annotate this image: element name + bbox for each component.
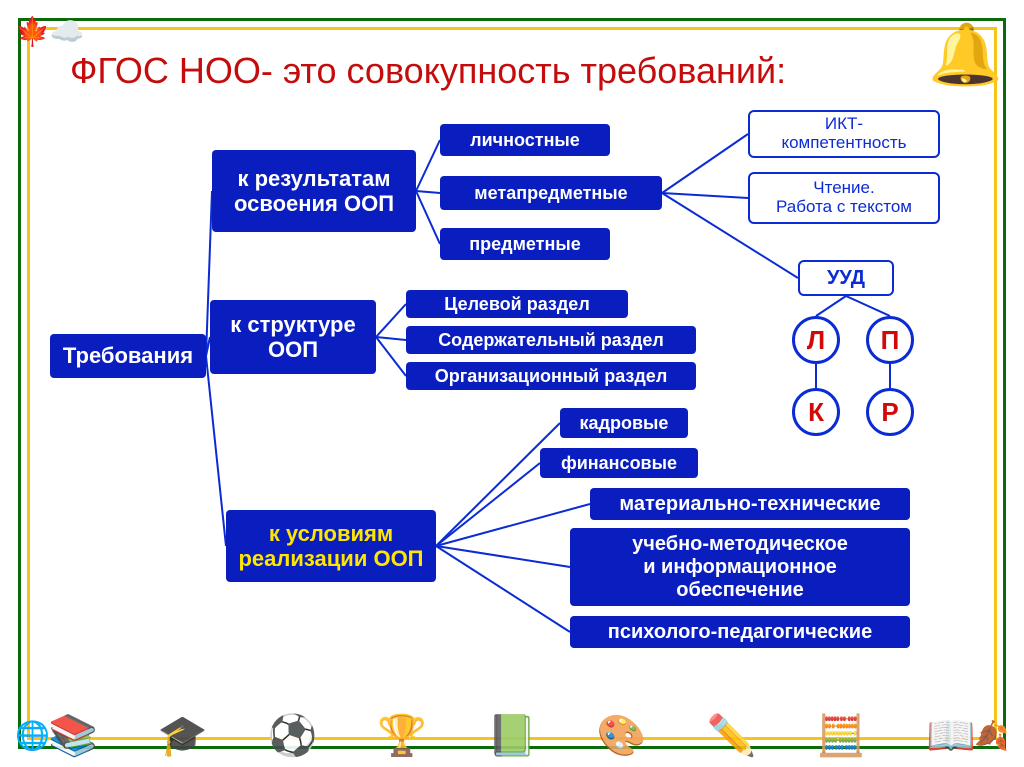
circle-r: Р [866, 388, 914, 436]
node-label: УУД [827, 267, 865, 289]
circle-p: П [866, 316, 914, 364]
node-personal: личностные [440, 124, 610, 156]
node-content-section: Содержательный раздел [406, 326, 696, 354]
node-label: Содержательный раздел [438, 330, 664, 351]
node-label: Организационный раздел [435, 366, 668, 387]
node-label: к условиямреализации ООП [238, 521, 423, 572]
node-label: материально-технические [619, 493, 880, 516]
node-ikt: ИКТ-компетентность [748, 110, 940, 158]
node-label: предметные [469, 234, 580, 255]
node-financial: финансовые [540, 448, 698, 478]
node-material: материально-технические [590, 488, 910, 520]
node-label: ИКТ-компетентность [781, 115, 906, 152]
circle-k: К [792, 388, 840, 436]
diagram-canvas: ФГОС НОО- это совокупность требований: Т… [0, 0, 1024, 767]
node-metasubject: метапредметные [440, 176, 662, 210]
node-target-section: Целевой раздел [406, 290, 628, 318]
node-uud: УУД [798, 260, 894, 296]
node-label: к структуреООП [230, 312, 355, 363]
circle-letter: Р [881, 397, 898, 428]
node-label: финансовые [561, 453, 677, 474]
node-label: Требования [63, 343, 193, 368]
node-label: Целевой раздел [444, 294, 590, 315]
node-label: личностные [470, 130, 580, 151]
page-title: ФГОС НОО- это совокупность требований: [70, 50, 964, 92]
node-label: метапредметные [474, 183, 627, 204]
node-org-section: Организационный раздел [406, 362, 696, 390]
circle-l: Л [792, 316, 840, 364]
node-label: к результатамосвоения ООП [234, 166, 394, 217]
node-requirements: Требования [50, 334, 206, 378]
circle-letter: Л [807, 325, 825, 356]
node-label: учебно-методическоеи информационноеобесп… [632, 533, 848, 602]
node-conditions: к условиямреализации ООП [226, 510, 436, 582]
node-staff: кадровые [560, 408, 688, 438]
circle-letter: К [808, 397, 824, 428]
node-subject: предметные [440, 228, 610, 260]
node-educational: учебно-методическоеи информационноеобесп… [570, 528, 910, 606]
node-results: к результатамосвоения ООП [212, 150, 416, 232]
node-structure: к структуреООП [210, 300, 376, 374]
node-label: психолого-педагогические [608, 621, 872, 644]
node-label: кадровые [580, 413, 669, 434]
circle-letter: П [881, 325, 900, 356]
node-label: Чтение.Работа с текстом [776, 179, 912, 216]
node-psycho: психолого-педагогические [570, 616, 910, 648]
node-reading: Чтение.Работа с текстом [748, 172, 940, 224]
